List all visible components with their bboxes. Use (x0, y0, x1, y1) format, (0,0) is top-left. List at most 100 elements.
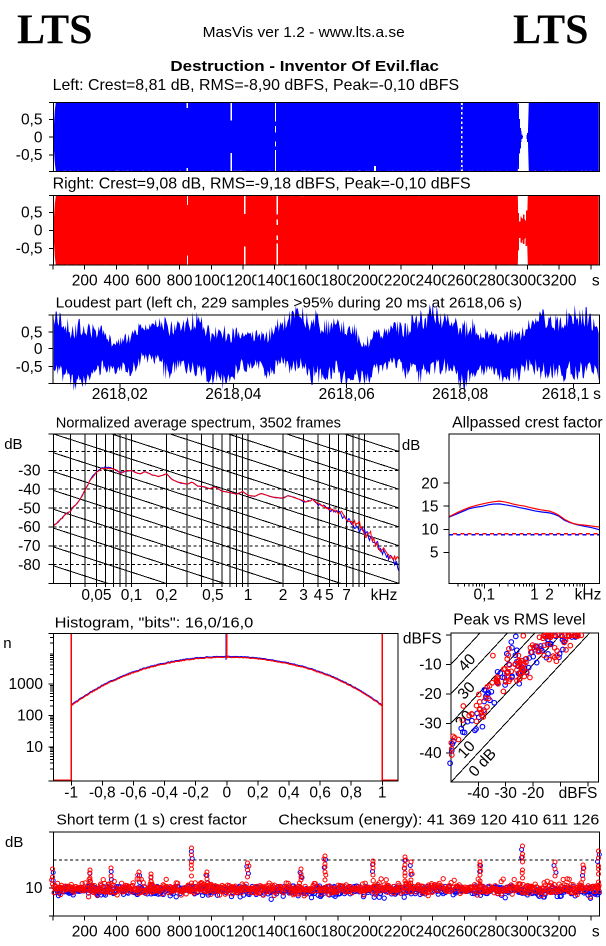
svg-text:200: 200 (72, 924, 98, 941)
svg-text:MasVis ver 1.2 - www.lts.a.se: MasVis ver 1.2 - www.lts.a.se (203, 24, 405, 41)
svg-text:15: 15 (421, 498, 438, 515)
svg-text:1400: 1400 (257, 924, 292, 941)
svg-text:s: s (592, 273, 600, 290)
svg-text:3000: 3000 (510, 924, 545, 941)
svg-text:dB: dB (5, 834, 23, 851)
svg-text:-10: -10 (419, 657, 442, 674)
svg-text:2800: 2800 (479, 924, 514, 941)
svg-text:Allpassed crest factor: Allpassed crest factor (452, 414, 602, 431)
svg-text:Destruction - Inventor Of Evil: Destruction - Inventor Of Evil.flac (170, 58, 439, 75)
svg-text:2618,1: 2618,1 (542, 386, 589, 403)
svg-text:dB: dB (4, 436, 22, 453)
svg-text:1200: 1200 (226, 924, 261, 941)
svg-text:800: 800 (167, 924, 193, 941)
svg-text:Right: Crest=9,08 dB, RMS=-9,1: Right: Crest=9,08 dB, RMS=-9,18 dBFS, Pe… (53, 175, 471, 192)
svg-text:-20: -20 (419, 686, 442, 703)
svg-text:LTS: LTS (513, 8, 589, 54)
svg-text:0,2: 0,2 (247, 785, 269, 802)
svg-text:Checksum (energy): 41 369 120: Checksum (energy): 41 369 120 410 611 12… (278, 812, 599, 829)
svg-text:dBFS: dBFS (559, 785, 598, 802)
svg-text:0,1: 0,1 (474, 587, 496, 604)
svg-text:1000: 1000 (9, 676, 44, 693)
svg-text:1600: 1600 (289, 273, 324, 290)
svg-text:2618,02: 2618,02 (92, 386, 148, 403)
svg-text:LTS: LTS (17, 8, 93, 54)
svg-text:2618,04: 2618,04 (205, 386, 261, 403)
svg-text:0: 0 (34, 341, 43, 358)
svg-text:-40: -40 (419, 745, 442, 762)
svg-text:0,4: 0,4 (278, 785, 300, 802)
svg-text:1: 1 (378, 785, 387, 802)
svg-text:100: 100 (17, 708, 43, 725)
svg-text:20: 20 (421, 475, 439, 492)
svg-text:2800: 2800 (479, 273, 514, 290)
svg-text:dBFS: dBFS (403, 631, 442, 648)
svg-text:7: 7 (342, 587, 351, 604)
svg-text:5: 5 (430, 545, 439, 562)
svg-text:0: 0 (34, 129, 43, 146)
svg-text:-0,5: -0,5 (16, 147, 43, 164)
svg-text:kHz: kHz (371, 587, 398, 604)
svg-text:2200: 2200 (384, 924, 419, 941)
svg-text:0,05: 0,05 (81, 587, 111, 604)
svg-text:-0,4: -0,4 (151, 785, 178, 802)
svg-text:0,6: 0,6 (309, 785, 331, 802)
svg-text:0: 0 (34, 223, 43, 240)
svg-text:1800: 1800 (321, 273, 356, 290)
svg-text:Loudest part (left ch, 229 sa: Loudest part (left ch, 229 samples >95% … (56, 294, 522, 311)
svg-text:-40: -40 (467, 785, 490, 802)
svg-text:-50: -50 (18, 500, 41, 517)
svg-text:5: 5 (325, 587, 334, 604)
svg-text:-0,6: -0,6 (120, 785, 147, 802)
svg-text:-60: -60 (18, 519, 41, 536)
svg-text:-0,2: -0,2 (182, 785, 209, 802)
svg-text:Peak vs RMS level: Peak vs RMS level (453, 612, 585, 629)
svg-text:-30: -30 (419, 716, 442, 733)
svg-text:4: 4 (314, 587, 323, 604)
svg-text:3200: 3200 (542, 273, 577, 290)
svg-text:0,2: 0,2 (156, 587, 178, 604)
svg-text:-1: -1 (64, 785, 78, 802)
svg-text:3000: 3000 (510, 273, 545, 290)
svg-text:-30: -30 (18, 463, 41, 480)
svg-text:3200: 3200 (542, 924, 577, 941)
svg-text:-0,5: -0,5 (16, 241, 43, 258)
svg-text:1600: 1600 (289, 924, 324, 941)
svg-text:2000: 2000 (352, 924, 387, 941)
svg-text:600: 600 (135, 273, 161, 290)
svg-text:2000: 2000 (352, 273, 387, 290)
svg-text:2200: 2200 (384, 273, 419, 290)
svg-text:kHz: kHz (575, 587, 602, 604)
svg-text:2: 2 (545, 587, 554, 604)
svg-text:0,5: 0,5 (21, 205, 43, 222)
svg-text:-0,8: -0,8 (89, 785, 116, 802)
svg-text:3: 3 (299, 587, 308, 604)
svg-text:1: 1 (244, 587, 253, 604)
svg-text:400: 400 (103, 924, 129, 941)
svg-text:s: s (592, 924, 600, 941)
svg-text:1400: 1400 (257, 273, 292, 290)
svg-text:1000: 1000 (194, 924, 229, 941)
svg-text:0,5: 0,5 (202, 587, 224, 604)
svg-text:-70: -70 (18, 538, 41, 555)
svg-text:10: 10 (26, 739, 44, 756)
svg-text:Normalized average spectrum, 3: Normalized average spectrum, 3502 frames (56, 415, 341, 432)
svg-text:400: 400 (103, 273, 129, 290)
svg-text:1: 1 (530, 587, 539, 604)
svg-text:1200: 1200 (226, 273, 261, 290)
svg-text:800: 800 (167, 273, 193, 290)
svg-text:1800: 1800 (321, 924, 356, 941)
svg-text:10: 10 (421, 522, 439, 539)
svg-text:0,8: 0,8 (340, 785, 362, 802)
svg-text:s: s (593, 386, 601, 403)
svg-text:2600: 2600 (447, 273, 482, 290)
svg-text:2: 2 (279, 587, 288, 604)
svg-text:0,5: 0,5 (21, 112, 43, 129)
svg-text:-40: -40 (18, 481, 41, 498)
svg-text:200: 200 (72, 273, 98, 290)
svg-text:Histogram, "bits": 16,0/16,0: Histogram, "bits": 16,0/16,0 (55, 615, 254, 632)
svg-text:2400: 2400 (415, 273, 450, 290)
svg-text:-0,5: -0,5 (16, 359, 43, 376)
svg-text:dB: dB (402, 437, 420, 454)
svg-text:-20: -20 (522, 785, 545, 802)
